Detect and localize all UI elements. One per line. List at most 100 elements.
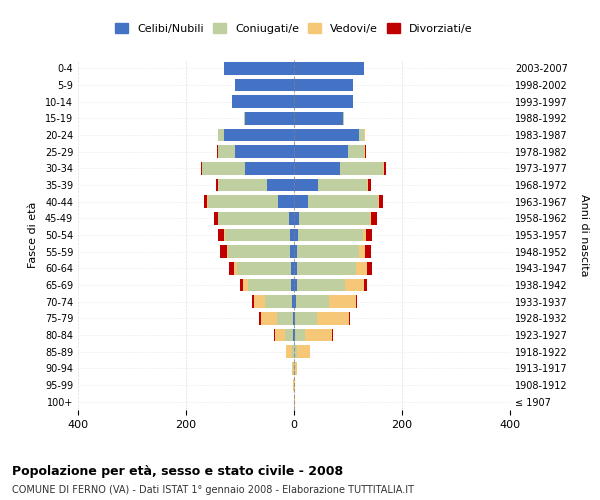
Bar xyxy=(228,246,290,258)
Bar xyxy=(364,279,367,291)
Bar xyxy=(299,212,370,224)
Bar xyxy=(370,212,371,224)
Bar xyxy=(227,246,228,258)
Bar xyxy=(254,296,265,308)
Bar xyxy=(379,196,383,208)
Bar xyxy=(220,246,227,258)
Bar xyxy=(363,229,366,241)
Bar xyxy=(205,196,207,208)
Bar xyxy=(343,112,344,124)
Bar xyxy=(294,146,348,158)
Bar xyxy=(294,96,353,108)
Bar xyxy=(218,229,224,241)
Bar xyxy=(298,229,363,241)
Bar xyxy=(289,212,294,224)
Bar xyxy=(259,312,260,324)
Bar xyxy=(224,62,294,74)
Bar xyxy=(218,128,224,141)
Bar xyxy=(340,162,383,174)
Bar xyxy=(296,279,346,291)
Y-axis label: Fasce di età: Fasce di età xyxy=(28,202,38,268)
Bar xyxy=(319,179,367,191)
Bar xyxy=(292,279,294,291)
Bar xyxy=(214,212,218,224)
Bar xyxy=(200,162,202,174)
Bar xyxy=(365,146,366,158)
Bar xyxy=(378,196,379,208)
Bar xyxy=(244,112,245,124)
Bar xyxy=(237,262,291,274)
Bar xyxy=(294,262,296,274)
Bar xyxy=(290,246,294,258)
Bar xyxy=(292,296,294,308)
Bar xyxy=(218,212,289,224)
Bar xyxy=(349,312,350,324)
Bar xyxy=(294,229,298,241)
Bar xyxy=(308,196,378,208)
Bar xyxy=(224,128,294,141)
Bar xyxy=(253,296,254,308)
Bar xyxy=(297,246,359,258)
Bar xyxy=(218,146,235,158)
Bar xyxy=(294,379,295,391)
Bar xyxy=(359,128,364,141)
Bar xyxy=(294,312,295,324)
Bar xyxy=(292,362,293,374)
Bar xyxy=(305,329,332,341)
Bar xyxy=(371,212,377,224)
Bar xyxy=(286,329,293,341)
Bar xyxy=(295,329,305,341)
Bar xyxy=(356,296,357,308)
Bar xyxy=(294,62,364,74)
Bar xyxy=(294,78,353,91)
Bar xyxy=(275,329,286,341)
Bar xyxy=(240,279,242,291)
Bar xyxy=(292,346,294,358)
Bar xyxy=(245,112,294,124)
Bar xyxy=(277,312,293,324)
Bar xyxy=(265,296,292,308)
Bar xyxy=(365,246,371,258)
Bar xyxy=(290,229,294,241)
Bar xyxy=(383,162,384,174)
Bar xyxy=(235,146,294,158)
Bar xyxy=(202,162,245,174)
Bar xyxy=(248,279,292,291)
Bar xyxy=(348,146,364,158)
Bar xyxy=(367,179,368,191)
Bar xyxy=(216,179,218,191)
Bar xyxy=(260,312,277,324)
Bar xyxy=(218,179,267,191)
Text: COMUNE DI FERNO (VA) - Dati ISTAT 1° gennaio 2008 - Elaborazione TUTTITALIA.IT: COMUNE DI FERNO (VA) - Dati ISTAT 1° gen… xyxy=(12,485,414,495)
Bar xyxy=(294,296,296,308)
Bar xyxy=(296,296,329,308)
Bar xyxy=(295,362,297,374)
Bar xyxy=(224,229,225,241)
Bar xyxy=(294,128,359,141)
Bar xyxy=(291,262,294,274)
Bar xyxy=(217,146,218,158)
Bar xyxy=(329,296,356,308)
Bar xyxy=(208,196,278,208)
Bar xyxy=(366,229,372,241)
Bar xyxy=(359,246,365,258)
Bar xyxy=(384,162,386,174)
Bar xyxy=(368,179,371,191)
Bar xyxy=(317,312,349,324)
Bar xyxy=(294,196,308,208)
Bar xyxy=(234,262,237,274)
Bar xyxy=(367,262,372,274)
Bar xyxy=(267,179,294,191)
Legend: Celibi/Nubili, Coniugati/e, Vedovi/e, Divorziati/e: Celibi/Nubili, Coniugati/e, Vedovi/e, Di… xyxy=(112,20,476,38)
Bar xyxy=(293,312,294,324)
Bar xyxy=(235,78,294,91)
Bar xyxy=(225,229,290,241)
Bar xyxy=(294,212,299,224)
Bar xyxy=(294,246,297,258)
Y-axis label: Anni di nascita: Anni di nascita xyxy=(578,194,589,276)
Bar xyxy=(294,279,296,291)
Bar xyxy=(294,112,343,124)
Bar xyxy=(295,312,317,324)
Text: Popolazione per età, sesso e stato civile - 2008: Popolazione per età, sesso e stato civil… xyxy=(12,465,343,478)
Bar xyxy=(356,262,367,274)
